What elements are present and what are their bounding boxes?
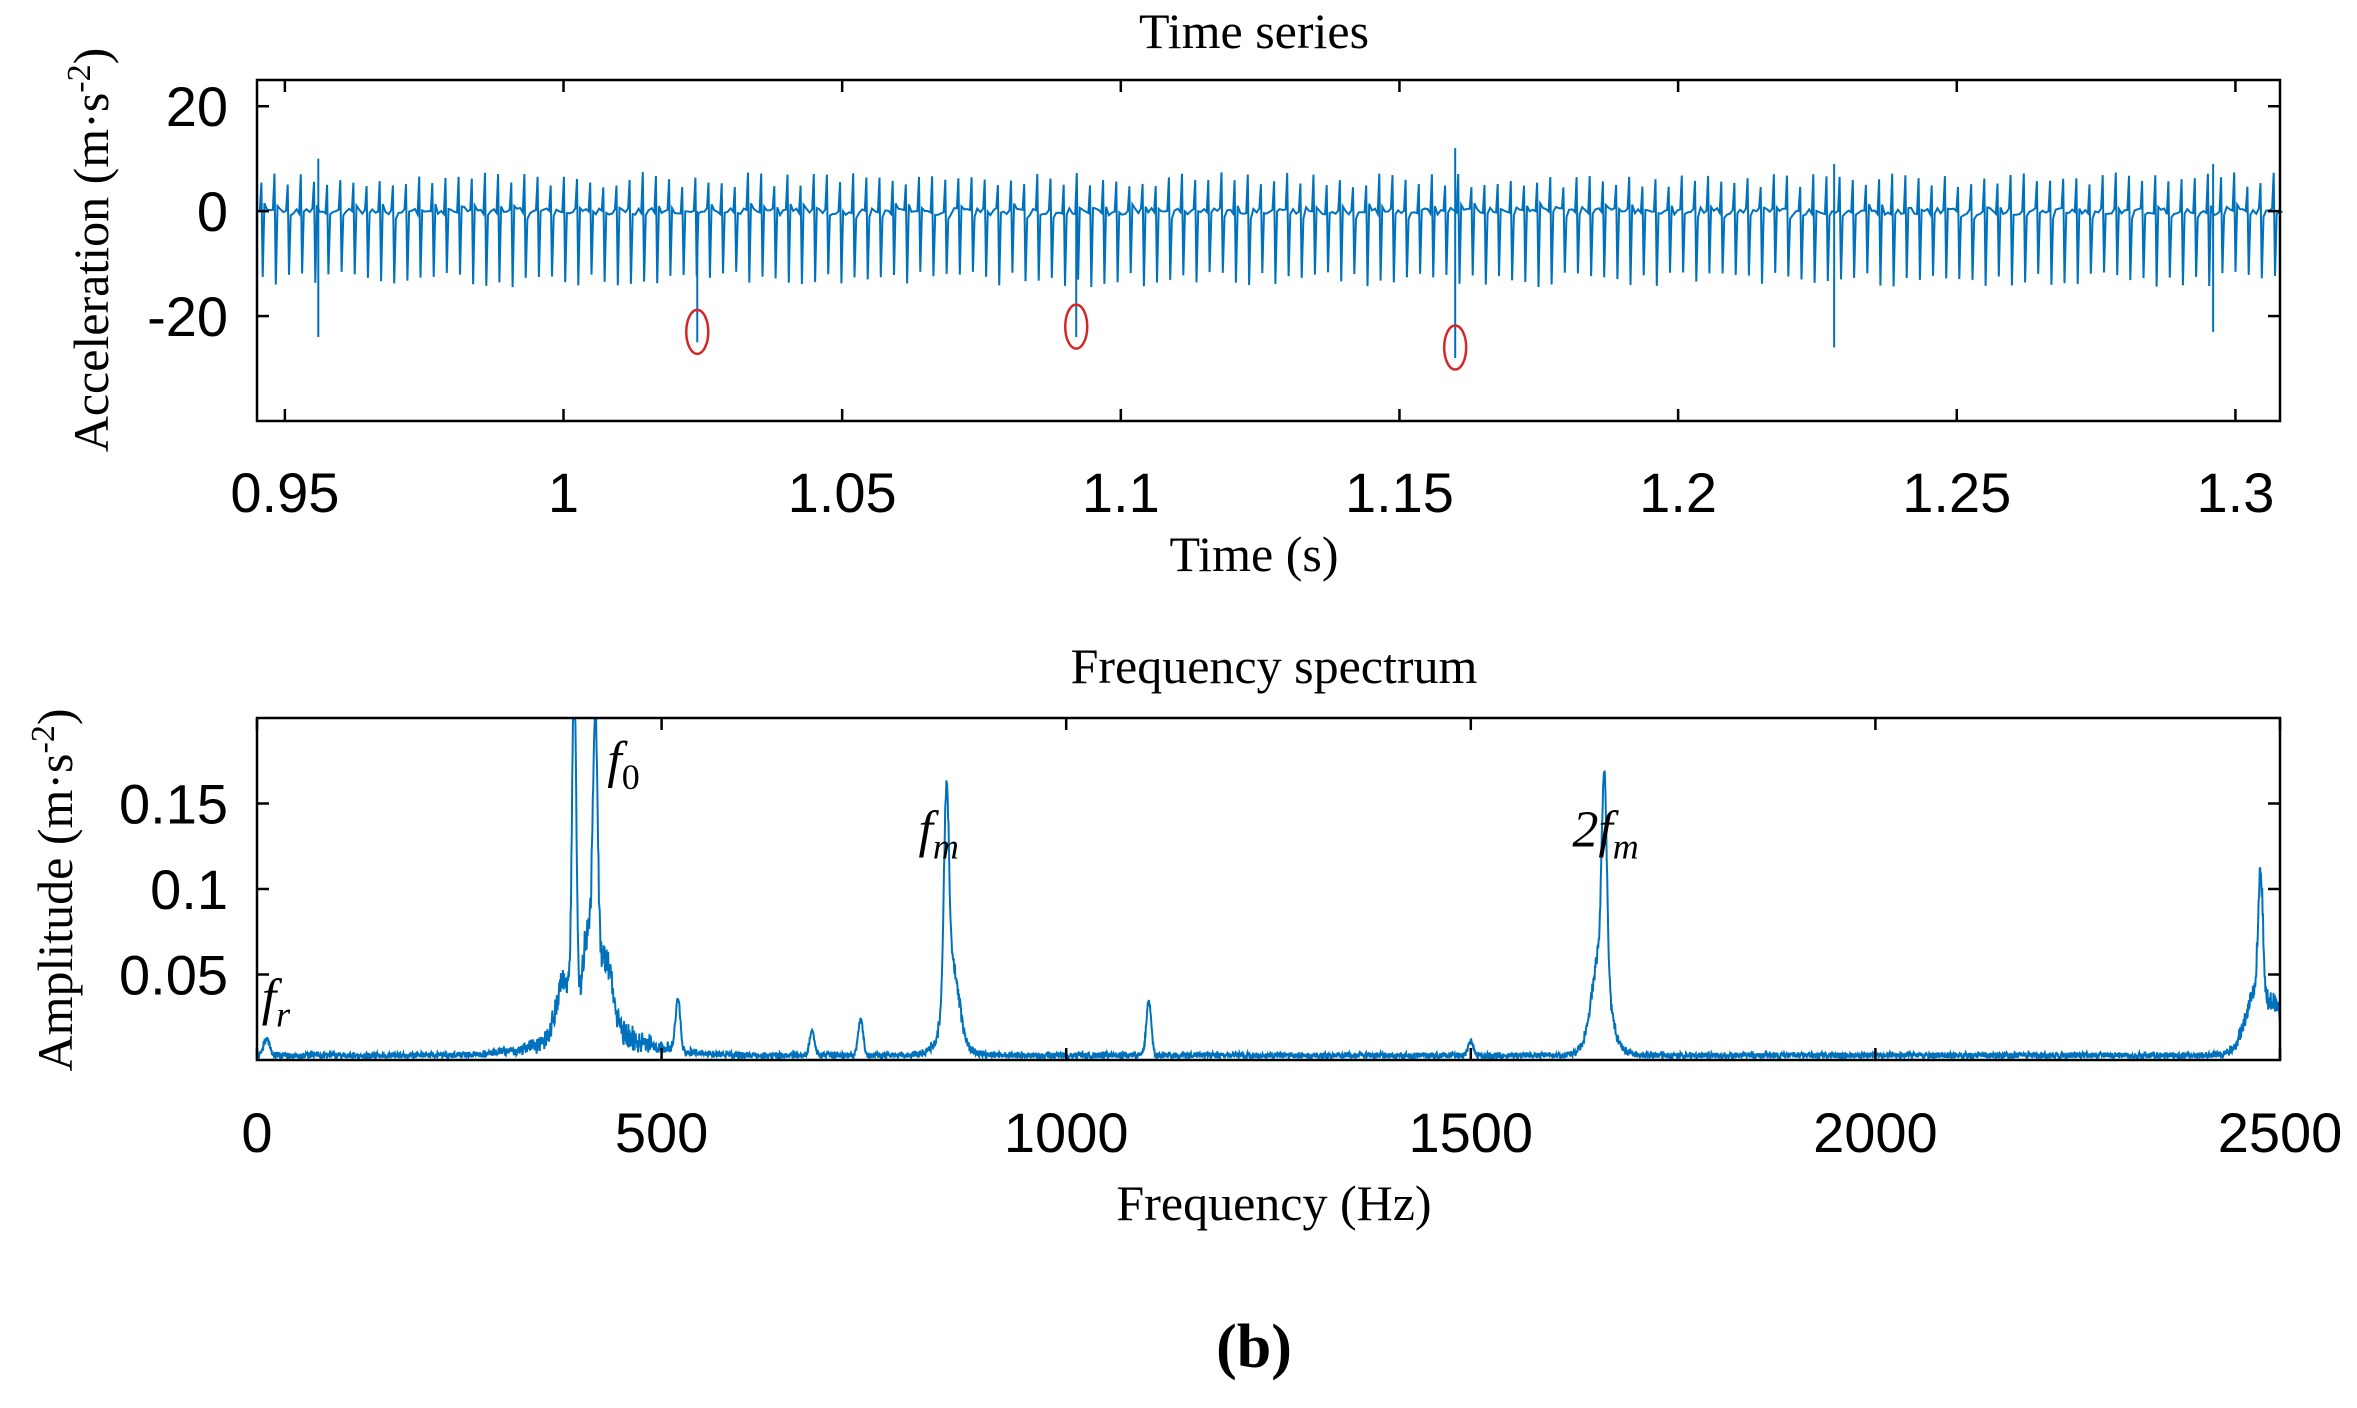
annotation-fm: fm [918, 801, 958, 866]
fs-xtick-label: 500 [615, 1101, 708, 1164]
frequency-spectrum-panel: 0 500 1000 1500 2000 2500 0.15 0.1 0.05 fr f0 fm 2f… [25, 638, 2343, 1231]
highlight-markers [685, 303, 1468, 371]
frequency-spectrum-ylabel: Amplitude (m·s-2) [25, 708, 84, 1071]
ts-xtick-label: 1.15 [1345, 461, 1454, 524]
time-series-panel: 0.95 1 1.05 1.1 1.15 1.2 1.25 1.3 20 0 -20 Time se… [61, 3, 2283, 582]
fs-xtick-label: 1500 [1409, 1101, 1534, 1164]
fs-ytick-label: 0.15 [119, 773, 228, 836]
fs-xtick-label: 0 [241, 1101, 272, 1164]
time-series-axes-frame [255, 78, 2282, 423]
frequency-spectrum-ticks: 0 500 1000 1500 2000 2500 0.15 0.1 0.05 [119, 718, 2342, 1164]
fs-ytick-label: 0.1 [150, 858, 228, 921]
frequency-annotations: fr f0 fm 2fm [262, 732, 1639, 1035]
ts-xtick-label: 0.95 [230, 461, 339, 524]
time-series-ylabel: Acceleration (m·s-2) [61, 48, 120, 453]
annotation-2fm: 2fm [1572, 801, 1638, 866]
highlight-marker-1 [1063, 303, 1089, 350]
ts-ytick-label: 20 [166, 75, 228, 138]
annotation-fr: fr [262, 970, 291, 1035]
highlight-marker-2 [1442, 324, 1468, 371]
time-series-line [258, 172, 2283, 288]
frequency-spectrum-axes-frame [255, 716, 2282, 1062]
time-series-title: Time series [1139, 3, 1369, 59]
time-series-ticks: 0.95 1 1.05 1.1 1.15 1.2 1.25 1.3 20 0 -20 [147, 75, 2280, 524]
ts-xtick-label: 1.3 [2196, 461, 2274, 524]
ts-ytick-label: 0 [197, 180, 228, 243]
spectrum-line [256, 717, 2281, 1062]
time-series-xlabel: Time (s) [1169, 526, 1338, 582]
ts-xtick-label: 1.05 [788, 461, 897, 524]
highlight-marker-0 [685, 308, 710, 356]
fs-xtick-label: 2000 [1813, 1101, 1938, 1164]
ts-xtick-label: 1.25 [1902, 461, 2011, 524]
time-series-trace [258, 148, 2283, 359]
fs-xtick-label: 2500 [2218, 1101, 2343, 1164]
fs-xtick-label: 1000 [1004, 1101, 1129, 1164]
ts-xtick-label: 1 [548, 461, 579, 524]
ts-ytick-label: -20 [147, 285, 228, 348]
ts-xtick-label: 1.2 [1639, 461, 1717, 524]
annotation-f0: f0 [607, 732, 639, 797]
ts-xtick-label: 1.1 [1082, 461, 1160, 524]
frequency-spectrum-title: Frequency spectrum [1071, 638, 1478, 694]
panel-label: (b) [1216, 1313, 1292, 1381]
frequency-spectrum-trace [256, 717, 2281, 1062]
fs-ytick-label: 0.05 [119, 944, 228, 1007]
frequency-spectrum-xlabel: Frequency (Hz) [1116, 1175, 1431, 1231]
